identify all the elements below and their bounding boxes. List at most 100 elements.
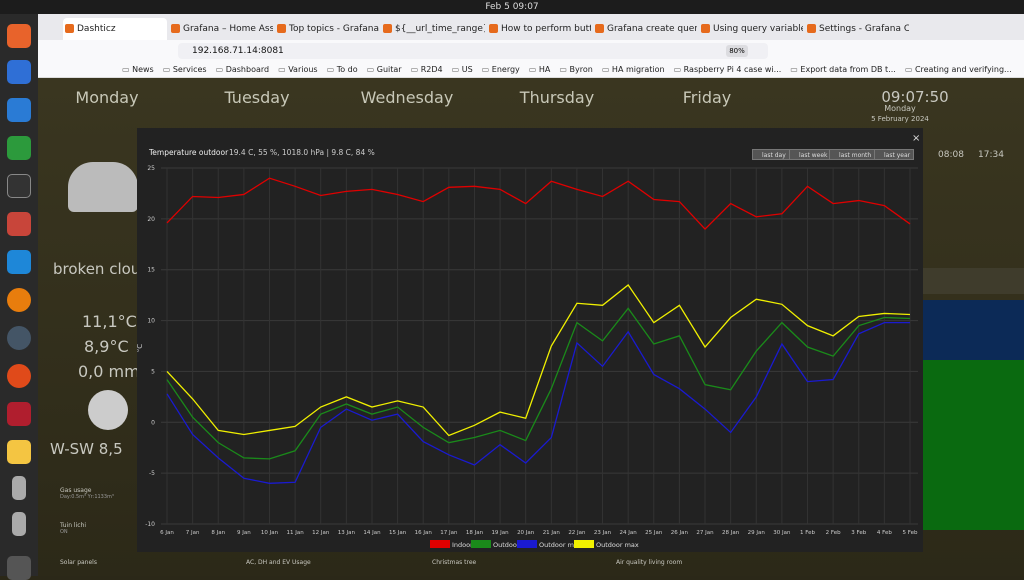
legend-swatch xyxy=(471,540,491,548)
x-tick-label: 6 Jan xyxy=(160,530,174,536)
temp: 11,1°C xyxy=(82,312,137,331)
x-tick-label: 3 Feb xyxy=(851,530,866,536)
y-tick-label: 25 xyxy=(147,165,155,172)
chart-subtitle: 19.4 C, 55 %, 1018.0 hPa | 9.8 C, 84 % xyxy=(229,148,375,157)
app-icon[interactable] xyxy=(7,364,31,388)
zoom[interactable]: 80% xyxy=(726,45,748,57)
series-line xyxy=(166,307,911,460)
x-tick-label: 23 Jan xyxy=(594,530,612,536)
chart-title: Temperature outdoor xyxy=(148,148,229,157)
bookmark[interactable]: Byron xyxy=(559,62,593,77)
legend-label: Indoor xyxy=(452,541,473,549)
series-line xyxy=(166,321,910,484)
x-tick-label: 10 Jan xyxy=(261,530,279,536)
app-grid[interactable] xyxy=(7,556,31,580)
bookmark[interactable]: HA xyxy=(529,62,551,77)
bookmark[interactable]: US xyxy=(452,62,473,77)
bookmark[interactable]: R2D4 xyxy=(411,62,443,77)
temp: 8,9°C xyxy=(84,337,129,356)
y-tick-label: -10 xyxy=(145,521,155,528)
app-icon[interactable] xyxy=(7,98,31,122)
close[interactable]: × xyxy=(912,133,921,144)
x-tick-label: 18 Jan xyxy=(466,530,484,536)
bookmark[interactable]: Creating and verifying... xyxy=(905,62,1012,77)
x-tick-label: 2 Feb xyxy=(826,530,841,536)
app-icon[interactable] xyxy=(7,136,31,160)
bookmark[interactable]: To do xyxy=(327,62,358,77)
bookmark[interactable]: Export data from DB t... xyxy=(790,62,895,77)
x-tick-label: 26 Jan xyxy=(671,530,689,536)
bookmark[interactable]: Dashboard xyxy=(216,62,269,77)
app-icon[interactable] xyxy=(7,440,31,464)
clock: Feb 5 09:07 xyxy=(485,2,539,12)
map xyxy=(923,300,1024,530)
app-icon[interactable] xyxy=(7,60,31,84)
app-icon[interactable] xyxy=(7,174,31,198)
slider[interactable] xyxy=(923,268,1024,294)
tab[interactable]: Grafana – Home Assi xyxy=(169,18,273,40)
bookmark[interactable]: Guitar xyxy=(367,62,402,77)
cloud-icon xyxy=(68,162,138,212)
app-icon[interactable] xyxy=(7,402,31,426)
day: Friday xyxy=(682,88,732,107)
weekday: Monday xyxy=(884,104,916,113)
tab[interactable]: ${__url_time_range} xyxy=(381,18,485,40)
x-tick-label: 17 Jan xyxy=(440,530,458,536)
bookmark[interactable]: Services xyxy=(163,62,207,77)
bookmark[interactable]: News xyxy=(122,62,154,77)
tab[interactable]: Top topics - Grafana L xyxy=(275,18,379,40)
bookmark[interactable]: Raspberry Pi 4 case wi... xyxy=(674,62,782,77)
range-button[interactable]: last year xyxy=(874,149,915,160)
url-bar[interactable]: 192.168.71.14:8081 xyxy=(178,43,768,59)
date: 5 February 2024 xyxy=(871,115,929,123)
app-icon[interactable] xyxy=(7,24,31,48)
tab[interactable]: Settings - Grafana Co xyxy=(805,18,909,40)
tile-title: Christmas tree xyxy=(432,559,477,566)
x-tick-label: 27 Jan xyxy=(696,530,714,536)
x-tick-label: 30 Jan xyxy=(773,530,791,536)
app-icon[interactable] xyxy=(7,250,31,274)
bookmark[interactable]: Various xyxy=(278,62,317,77)
legend-swatch xyxy=(574,540,594,548)
rain: 0,0 mm xyxy=(78,362,140,381)
url: 192.168.71.14:8081 xyxy=(192,46,284,56)
usb-icon[interactable] xyxy=(12,512,26,536)
legend-swatch xyxy=(517,540,537,548)
tab[interactable]: How to perform butt xyxy=(487,18,591,40)
legend-label: Outdoor xyxy=(493,541,520,549)
tile-title: Air quality living room xyxy=(616,559,683,566)
x-tick-label: 1 Feb xyxy=(800,530,815,536)
weather: broken clou xyxy=(53,260,141,278)
sunset: 17:34 xyxy=(978,150,1004,160)
bookmark[interactable]: HA migration xyxy=(602,62,665,77)
tile-title: Gas usage xyxy=(60,487,92,494)
x-tick-label: 19 Jan xyxy=(491,530,509,536)
x-tick-label: 7 Jan xyxy=(186,530,200,536)
x-tick-label: 20 Jan xyxy=(517,530,535,536)
day: Tuesday xyxy=(224,88,290,107)
day: Thursday xyxy=(519,88,595,107)
x-tick-label: 11 Jan xyxy=(286,530,304,536)
x-tick-label: 4 Feb xyxy=(877,530,892,536)
tab[interactable]: Using query variable xyxy=(699,18,803,40)
x-tick-label: 5 Feb xyxy=(903,530,918,536)
tab[interactable]: Dashticz xyxy=(63,18,167,40)
tab[interactable]: Grafana create query xyxy=(593,18,697,40)
y-tick-label: -5 xyxy=(149,470,155,477)
app-icon[interactable] xyxy=(7,326,31,350)
sunrise: 08:08 xyxy=(938,150,964,160)
usb-icon[interactable] xyxy=(12,476,26,500)
chart: Temperature outdoor 19.4 C, 55 %, 1018.0… xyxy=(137,148,918,549)
wind-icon xyxy=(88,390,128,430)
y-tick-label: 20 xyxy=(147,216,155,223)
app-icon[interactable] xyxy=(7,288,31,312)
x-tick-label: 29 Jan xyxy=(748,530,766,536)
bookmark[interactable]: Energy xyxy=(482,62,520,77)
app-icon[interactable] xyxy=(7,212,31,236)
x-tick-label: 15 Jan xyxy=(389,530,407,536)
x-tick-label: 28 Jan xyxy=(722,530,740,536)
legend-label: Outdoor max xyxy=(596,541,639,549)
day: Wednesday xyxy=(360,88,454,107)
tile-title: Tuin lichi xyxy=(60,522,87,529)
